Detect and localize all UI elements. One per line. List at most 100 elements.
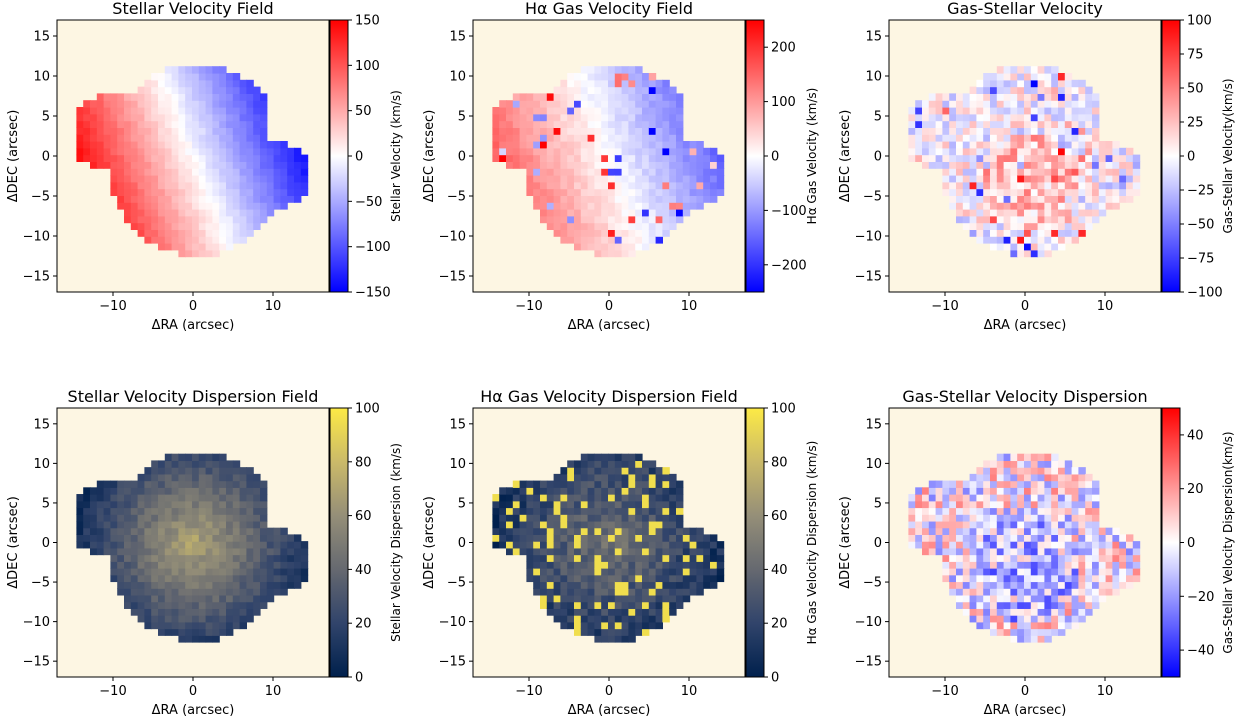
heatmap-cell — [130, 608, 139, 616]
heatmap-cell — [260, 161, 268, 169]
heatmap-cell — [198, 120, 207, 128]
heatmap-cell — [239, 168, 247, 176]
heatmap-cell — [983, 487, 991, 495]
heatmap-cell — [1017, 86, 1025, 94]
heatmap-cell — [601, 100, 609, 108]
heatmap-cell — [151, 120, 159, 128]
heatmap-cell — [266, 588, 275, 596]
heatmap-cell — [676, 588, 684, 596]
heatmap-cell — [178, 460, 186, 468]
heatmap-cell — [553, 588, 561, 596]
heatmap-cell — [533, 547, 541, 556]
heatmap-cell — [90, 534, 98, 542]
heatmap-cell — [1010, 635, 1018, 643]
heatmap-cell — [144, 222, 152, 230]
heatmap-cell — [533, 175, 541, 183]
heatmap-cell — [662, 107, 670, 115]
heatmap-cell — [635, 202, 643, 210]
heatmap-cell — [1071, 229, 1079, 237]
heatmap-cell — [648, 93, 657, 101]
heatmap-cell — [205, 202, 213, 210]
heatmap-cell — [1064, 520, 1073, 529]
heatmap-cell — [567, 141, 575, 149]
heatmap-cell — [1024, 628, 1032, 636]
heatmap-cell — [1126, 188, 1134, 196]
heatmap-cell — [662, 594, 670, 603]
heatmap-cell — [962, 181, 971, 190]
heatmap-cell — [212, 154, 220, 162]
heatmap-cell — [1064, 168, 1073, 176]
heatmap-cell — [205, 581, 213, 589]
heatmap-cell — [949, 574, 957, 583]
heatmap-cell — [178, 615, 186, 623]
heatmap-cell — [614, 209, 623, 217]
heatmap-cell — [956, 195, 964, 203]
heatmap-cell — [103, 120, 111, 128]
heatmap-cell — [1132, 561, 1141, 569]
heatmap-cell — [280, 554, 288, 562]
heatmap-cell — [1112, 141, 1120, 149]
heatmap-cell — [1017, 134, 1025, 142]
heatmap-cell — [908, 113, 916, 122]
heatmap-cell — [1037, 594, 1045, 603]
heatmap-cell — [696, 568, 704, 576]
heatmap-cell — [614, 154, 623, 162]
heatmap-cell — [553, 134, 561, 142]
heatmap-cell — [287, 561, 295, 569]
heatmap-cell — [949, 181, 957, 190]
heatmap-cell — [614, 73, 623, 81]
heatmap-cell — [76, 113, 84, 122]
y-tick-label: 5 — [458, 110, 466, 125]
heatmap-cell — [567, 222, 575, 230]
heatmap-cell — [164, 147, 173, 156]
heatmap-cell — [1030, 181, 1039, 190]
heatmap-cell — [682, 527, 691, 535]
heatmap-cell — [608, 541, 616, 549]
heatmap-cell — [1010, 487, 1018, 495]
heatmap-cell — [990, 594, 998, 603]
heatmap-cell — [1037, 635, 1045, 643]
heatmap-cell — [103, 100, 111, 108]
heatmap-cell — [294, 168, 302, 176]
heatmap-cell — [124, 181, 132, 190]
heatmap-cell — [669, 161, 677, 169]
heatmap-cell — [601, 209, 609, 217]
heatmap-cell — [300, 175, 309, 183]
heatmap-cell — [540, 547, 548, 556]
y-tick-label: 15 — [449, 417, 466, 432]
heatmap-cell — [669, 514, 677, 522]
heatmap-cell — [137, 574, 145, 583]
chart-title: Hα Gas Velocity Dispersion Field — [480, 387, 738, 406]
heatmap-cell — [246, 222, 254, 230]
heatmap-cell — [996, 460, 1005, 468]
heatmap-cell — [260, 127, 268, 135]
heatmap-cell — [158, 188, 166, 196]
heatmap-cell — [642, 554, 650, 562]
heatmap-cell — [151, 168, 159, 176]
heatmap-cell — [260, 195, 268, 203]
heatmap-cell — [1010, 107, 1018, 115]
heatmap-cell — [110, 554, 118, 562]
heatmap-cell — [1017, 480, 1025, 488]
heatmap-cell — [546, 154, 555, 162]
heatmap-cell — [1024, 175, 1032, 183]
heatmap-cell — [1058, 534, 1066, 542]
heatmap-cell — [614, 93, 623, 101]
heatmap-cell — [526, 561, 534, 569]
heatmap-cell — [1030, 147, 1039, 156]
heatmap-cell — [1017, 500, 1025, 509]
heatmap-cell — [137, 568, 145, 576]
heatmap-cell — [239, 588, 247, 596]
heatmap-cell — [519, 547, 527, 556]
heatmap-cell — [628, 467, 636, 475]
heatmap-cell — [533, 188, 541, 196]
heatmap-cell — [144, 120, 152, 128]
heatmap-cell — [1003, 621, 1011, 630]
heatmap-cell — [614, 514, 623, 522]
heatmap-cell — [185, 86, 193, 94]
heatmap-cell — [205, 527, 213, 535]
heatmap-cell — [990, 534, 998, 542]
heatmap-cell — [90, 154, 98, 162]
heatmap-cell — [553, 568, 561, 576]
